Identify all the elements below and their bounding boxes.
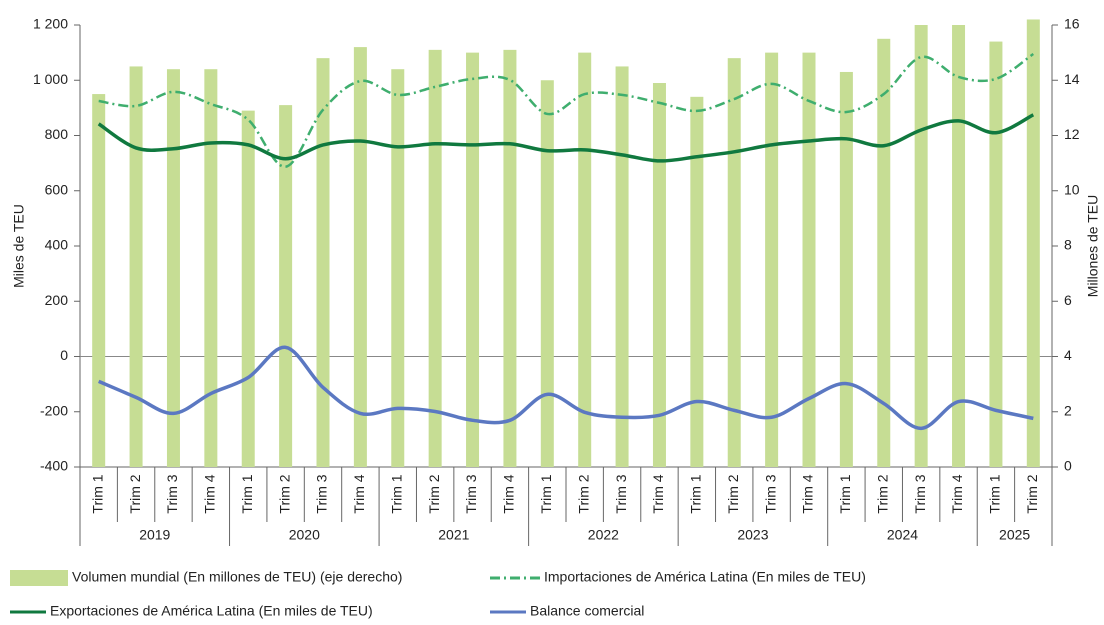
x-tick-label: Trim 2 [426,474,442,513]
x-group-label: 2025 [999,527,1030,543]
bar [391,69,405,467]
x-tick-label: Trim 3 [762,474,778,513]
x-tick-label: Trim 2 [276,474,292,513]
line [98,345,1034,431]
legend-swatch [10,570,68,586]
y2-tick-label: 6 [1064,292,1072,308]
x-group-label: 2019 [139,527,170,543]
bar [952,25,966,467]
x-tick-label: Trim 2 [1024,474,1040,513]
x-tick-label: Trim 4 [501,474,517,513]
x-group-label: 2020 [289,527,320,543]
x-tick-label: Trim 2 [725,474,741,513]
bar [765,52,779,467]
bar [1026,19,1040,467]
bar [989,41,1003,467]
y-tick-label: 600 [45,181,69,197]
legend-label: Volumen mundial (En millones de TEU) (ej… [72,569,402,585]
x-tick-label: Trim 4 [949,474,965,513]
bar [914,25,928,467]
line [97,113,1035,163]
y-tick-label: 1 000 [33,71,68,87]
legend-label: Exportaciones de América Latina (En mile… [50,603,373,619]
x-tick-label: Trim 3 [164,474,180,513]
bar [690,96,704,467]
x-group-label: 2023 [737,527,768,543]
bar [279,105,293,468]
line [98,52,1035,168]
x-tick-label: Trim 3 [314,474,330,513]
bar [241,110,255,467]
y2-tick-label: 2 [1064,402,1072,418]
bar [466,52,480,467]
x-tick-label: Trim 1 [239,474,255,513]
y-tick-label: 400 [45,237,69,253]
x-tick-label: Trim 4 [650,474,666,513]
bar [578,52,592,467]
y-tick-label: 1 200 [33,16,68,32]
x-tick-label: Trim 4 [202,474,218,513]
y-tick-label: 200 [45,292,69,308]
y2-tick-label: 4 [1064,347,1072,363]
y-tick-label: -400 [40,458,68,474]
x-tick-label: Trim 1 [688,474,704,513]
x-tick-label: Trim 2 [127,474,143,513]
x-tick-label: Trim 1 [837,474,853,513]
y2-axis-title: Millones de TEU [1085,195,1101,297]
bar [540,80,554,467]
x-tick-label: Trim 1 [388,474,404,513]
x-tick-label: Trim 4 [800,474,816,513]
bar [129,66,143,467]
y2-tick-label: 16 [1064,16,1080,32]
bar [92,94,106,467]
x-tick-label: Trim 1 [987,474,1003,513]
x-group-label: 2022 [588,527,619,543]
y-tick-label: -200 [40,402,68,418]
bar [428,49,442,468]
x-tick-label: Trim 2 [575,474,591,513]
x-tick-label: Trim 3 [463,474,479,513]
y2-tick-label: 10 [1064,181,1080,197]
y-tick-label: 800 [45,126,69,142]
y-tick-label: 0 [60,347,68,363]
bar [802,52,816,467]
x-tick-label: Trim 4 [351,474,367,513]
bar [839,71,853,468]
x-tick-label: Trim 3 [912,474,928,513]
bar [353,47,367,467]
x-tick-label: Trim 1 [89,474,105,513]
legend-label: Importaciones de América Latina (En mile… [544,569,866,585]
y-axis-title: Miles de TEU [11,204,27,288]
x-group-label: 2021 [438,527,469,543]
y2-tick-label: 14 [1064,71,1080,87]
y2-tick-label: 0 [1064,458,1072,474]
x-tick-label: Trim 3 [613,474,629,513]
bar [615,66,629,467]
bar [652,83,666,467]
y2-tick-label: 8 [1064,237,1072,253]
x-group-label: 2024 [887,527,918,543]
y2-tick-label: 12 [1064,126,1080,142]
x-tick-label: Trim 1 [538,474,554,513]
legend-label: Balance comercial [530,603,644,619]
bar [316,58,330,468]
bar [166,69,180,467]
x-tick-label: Trim 2 [874,474,890,513]
bar [503,49,517,468]
bar [727,58,741,468]
bar [204,69,218,467]
